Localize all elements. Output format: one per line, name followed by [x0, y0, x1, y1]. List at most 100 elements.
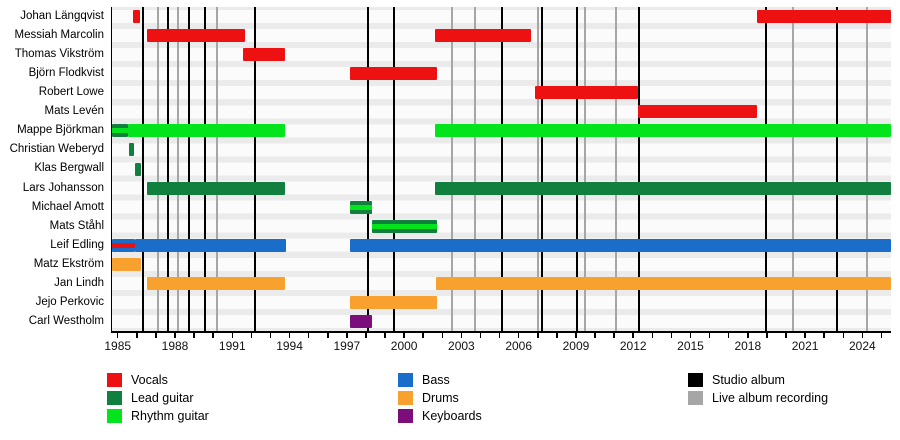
timeline-bar-lead_guitar — [112, 124, 129, 138]
timeline-bar-vocals — [147, 29, 245, 43]
axis-tick — [517, 332, 520, 338]
legend-swatch-lead_guitar — [107, 391, 122, 405]
legend-swatch-studio_album — [688, 373, 703, 387]
member-name-label: Robert Lowe — [38, 86, 104, 99]
axis-tick — [174, 332, 176, 338]
live-album-line — [615, 7, 618, 331]
axis-tick — [307, 332, 310, 338]
studio-album-line — [366, 7, 369, 331]
live-album-line — [791, 7, 794, 331]
studio-album-line — [167, 7, 170, 331]
timeline-bar-lead_guitar — [349, 200, 372, 214]
timeline-bar-secondary-rhythm_guitar — [112, 128, 129, 134]
axis-tick — [498, 332, 501, 338]
axis-tick — [785, 332, 787, 338]
axis-tick — [422, 332, 424, 338]
studio-album-line — [500, 7, 503, 331]
member-name-label: Jejo Perkovic — [35, 295, 104, 308]
axis-tick-label: 1997 — [333, 339, 361, 354]
legend-label-lead_guitar: Lead guitar — [131, 391, 194, 405]
timeline-bar-keyboards — [349, 314, 372, 328]
axis-tick-label: 2015 — [677, 339, 704, 354]
axis-tick — [708, 332, 711, 338]
axis-tick — [346, 332, 348, 338]
member-name-label: Leif Edling — [50, 238, 104, 251]
timeline-bar-lead_guitar — [371, 219, 437, 233]
axis-tick — [365, 332, 367, 338]
axis-tick — [460, 332, 463, 338]
live-album-line — [156, 7, 159, 331]
member-name-label: Messiah Marcolin — [14, 29, 104, 42]
member-name-label: Klas Bergwall — [34, 162, 104, 175]
axis-tick — [269, 332, 272, 338]
timeline-bar-rhythm_guitar — [434, 124, 891, 138]
timeline-bar-vocals — [757, 10, 891, 24]
axis-tick — [556, 332, 558, 338]
timeline-bar-lead_guitar — [129, 143, 134, 157]
studio-album-line — [764, 7, 767, 331]
timeline-bar-vocals — [434, 29, 532, 43]
member-name-label: Christian Weberyd — [9, 143, 104, 156]
live-album-line — [216, 7, 218, 331]
axis-tick — [212, 332, 214, 338]
axis-tick — [250, 332, 253, 338]
axis-tick — [880, 332, 883, 338]
timeline-bar-bass — [112, 238, 135, 252]
x-axis-line — [110, 331, 891, 333]
member-name-label: Matz Ekström — [33, 257, 104, 270]
axis-tick-label: 2009 — [562, 339, 590, 354]
timeline-bar-bass — [134, 238, 286, 252]
member-name-label: Thomas Vikström — [14, 48, 104, 61]
live-album-line — [176, 7, 179, 331]
timeline-bar-lead_guitar — [147, 181, 285, 195]
axis-tick-label: 1994 — [276, 339, 303, 354]
live-album-line — [450, 7, 453, 331]
studio-album-line — [575, 7, 578, 331]
legend-swatch-rhythm_guitar — [107, 409, 122, 423]
timeline-bar-drums — [147, 276, 285, 290]
timeline-bar-secondary-rhythm_guitar — [371, 223, 437, 229]
timeline-bar-vocals — [242, 48, 285, 62]
legend-swatch-keyboards — [398, 409, 413, 423]
axis-tick-label: 2021 — [791, 339, 819, 354]
legend-label-drums: Drums — [422, 391, 459, 405]
timeline-bar-rhythm_guitar — [128, 124, 285, 138]
axis-tick-label: 2000 — [390, 339, 418, 354]
axis-tick — [327, 332, 329, 338]
live-album-line — [473, 7, 476, 331]
axis-tick-label: 1985 — [104, 339, 132, 354]
legend-label-rhythm_guitar: Rhythm guitar — [131, 409, 209, 423]
legend-label-keyboards: Keyboards — [422, 409, 482, 423]
axis-tick — [155, 332, 157, 338]
legend-label-bass: Bass — [422, 373, 450, 387]
axis-tick-label: 2003 — [448, 339, 475, 354]
member-name-label: Mats Ståhl — [49, 219, 104, 232]
axis-tick — [193, 332, 195, 338]
axis-tick — [575, 332, 577, 338]
studio-album-line — [188, 7, 191, 331]
axis-tick — [594, 332, 596, 338]
timeline-bar-vocals — [534, 86, 638, 100]
live-album-line — [583, 7, 586, 331]
axis-tick — [288, 332, 291, 338]
member-name-label: Mappe Björkman — [17, 124, 104, 137]
axis-tick-label: 2024 — [849, 339, 876, 354]
timeline-bar-secondary-rhythm_guitar — [349, 204, 372, 210]
timeline-bar-secondary-vocals — [112, 242, 135, 248]
axis-tick — [670, 332, 673, 338]
axis-tick — [689, 332, 692, 338]
y-axis-line — [110, 7, 112, 333]
axis-tick — [766, 332, 768, 338]
plot-area — [112, 7, 891, 331]
legend-swatch-bass — [398, 373, 413, 387]
axis-tick — [384, 332, 386, 338]
studio-album-line — [141, 7, 144, 331]
studio-album-line — [637, 7, 640, 331]
timeline-bar-vocals — [133, 10, 140, 24]
legend-label-studio_album: Studio album — [712, 373, 785, 387]
member-name-label: Carl Westholm — [28, 314, 104, 327]
axis-tick-label: 2012 — [619, 339, 647, 354]
member-name-label: Jan Lindh — [54, 276, 104, 289]
timeline-bar-lead_guitar — [434, 181, 891, 195]
